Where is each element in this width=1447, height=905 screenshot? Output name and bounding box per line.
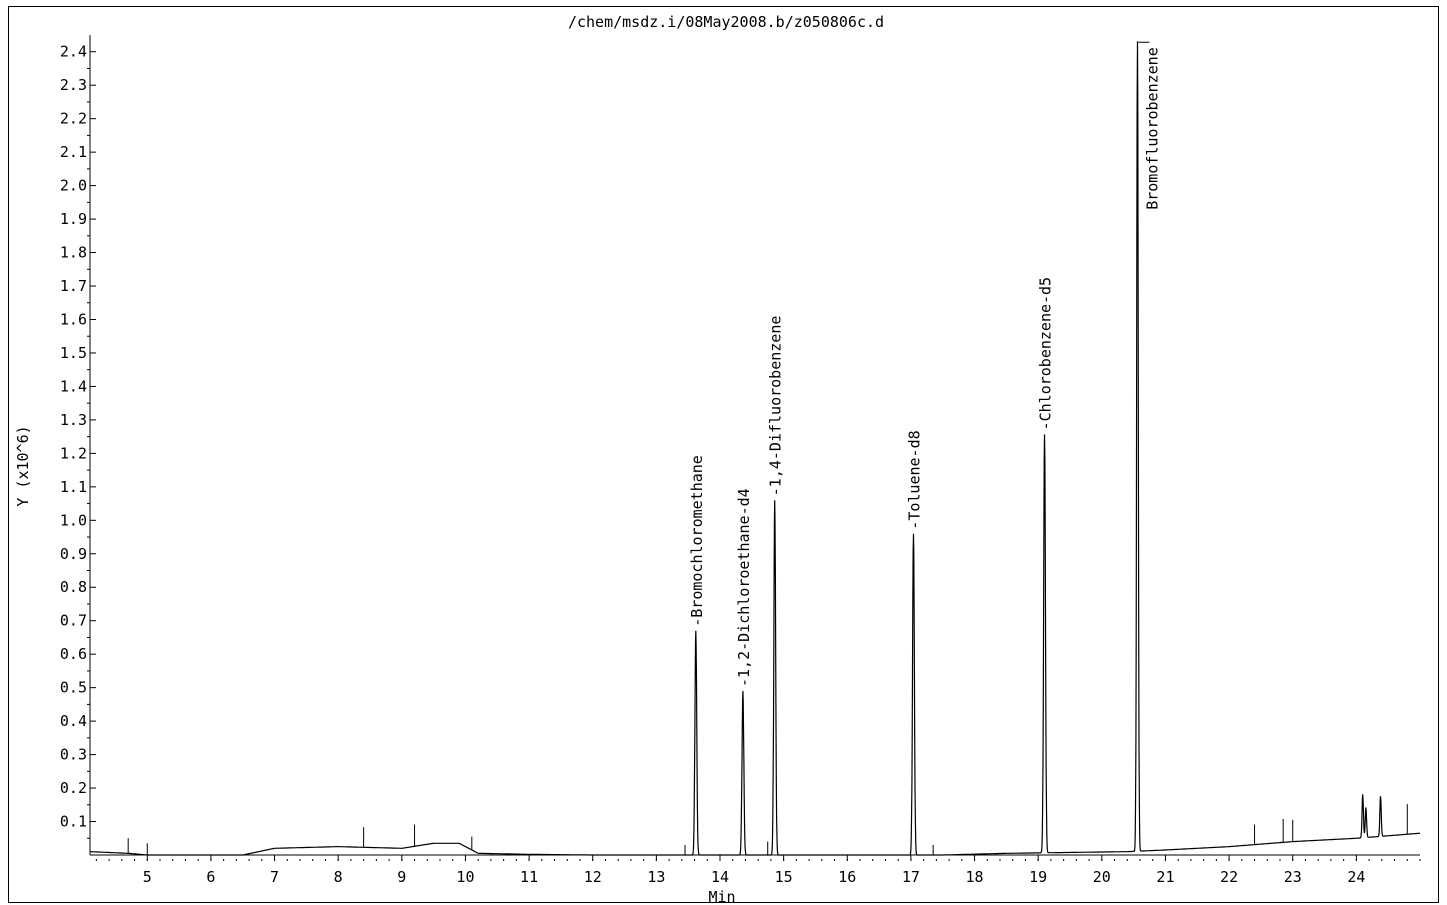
x-tick-label-2: 7 (270, 868, 279, 886)
peak-label-0: -Bromochloromethane (688, 455, 706, 627)
y-tick-label-10: 1.1 (60, 478, 87, 496)
chart-frame (8, 6, 1439, 903)
chart-title: /chem/msdz.i/08May2008.b/z050806c.d (568, 13, 884, 31)
x-tick-label-4: 9 (397, 868, 406, 886)
x-tick-label-10: 15 (775, 868, 793, 886)
y-tick-label-22: 2.3 (60, 76, 87, 94)
y-tick-label-16: 1.7 (60, 277, 87, 295)
x-tick-label-13: 18 (966, 868, 984, 886)
y-tick-label-0: 0.1 (60, 813, 87, 831)
y-tick-label-19: 2.0 (60, 177, 87, 195)
peak-label-3: -Toluene-d8 (905, 430, 923, 529)
y-tick-label-3: 0.4 (60, 712, 87, 730)
y-tick-label-1: 0.2 (60, 779, 87, 797)
y-tick-label-23: 2.4 (60, 43, 87, 61)
x-axis-label: Min (708, 888, 735, 905)
y-tick-label-20: 2.1 (60, 143, 87, 161)
x-tick-label-14: 19 (1029, 868, 1047, 886)
x-tick-label-5: 10 (456, 868, 474, 886)
y-tick-label-14: 1.5 (60, 344, 87, 362)
y-tick-label-2: 0.3 (60, 746, 87, 764)
x-tick-label-7: 12 (584, 868, 602, 886)
y-tick-label-11: 1.2 (60, 444, 87, 462)
x-tick-label-11: 16 (838, 868, 856, 886)
y-tick-label-12: 1.3 (60, 411, 87, 429)
y-tick-label-9: 1.0 (60, 511, 87, 529)
trace-group (90, 41, 1421, 856)
x-tick-label-17: 22 (1220, 868, 1238, 886)
y-tick-label-6: 0.7 (60, 612, 87, 630)
x-tick-label-6: 11 (520, 868, 538, 886)
chromatogram-trace (90, 41, 1421, 856)
axes (89, 35, 1420, 856)
y-tick-label-5: 0.6 (60, 645, 87, 663)
x-tick-label-1: 6 (206, 868, 215, 886)
x-tick-label-9: 14 (711, 868, 729, 886)
x-tick-label-0: 5 (143, 868, 152, 886)
y-tick-label-4: 0.5 (60, 679, 87, 697)
y-tick-label-13: 1.4 (60, 377, 87, 395)
y-tick-label-8: 0.9 (60, 545, 87, 563)
peak-labels: -Bromochloromethane -1,2-Dichloroethane-d… (688, 41, 1161, 687)
x-tick-label-19: 24 (1347, 868, 1365, 886)
peak-label-1: -1,2-Dichloroethane-d4 (735, 488, 753, 687)
x-tick-label-18: 23 (1284, 868, 1302, 886)
axis-ticks: 0.1 0.2 0.3 0.4 0.5 0.6 0.7 0.8 0.9 1.0 1.1 1.2 1.3 1… (60, 43, 1421, 886)
y-tick-label-17: 1.8 (60, 244, 87, 262)
peak-label-2: -1,4-Difluorobenzene (767, 316, 785, 497)
peak-label-4: -Chlorobenzene-d5 (1037, 277, 1055, 431)
x-tick-label-3: 8 (334, 868, 343, 886)
x-tick-label-12: 17 (902, 868, 920, 886)
x-tick-label-15: 20 (1093, 868, 1111, 886)
y-axis-label: Y (x10^6) (14, 425, 32, 506)
y-tick-label-15: 1.6 (60, 310, 87, 328)
y-tick-label-18: 1.9 (60, 210, 87, 228)
y-tick-label-21: 2.2 (60, 110, 87, 128)
peak-label-5: Bromofluorobenzene (1143, 47, 1161, 210)
x-tick-label-16: 21 (1156, 868, 1174, 886)
y-tick-label-7: 0.8 (60, 578, 87, 596)
x-tick-label-8: 13 (647, 868, 665, 886)
